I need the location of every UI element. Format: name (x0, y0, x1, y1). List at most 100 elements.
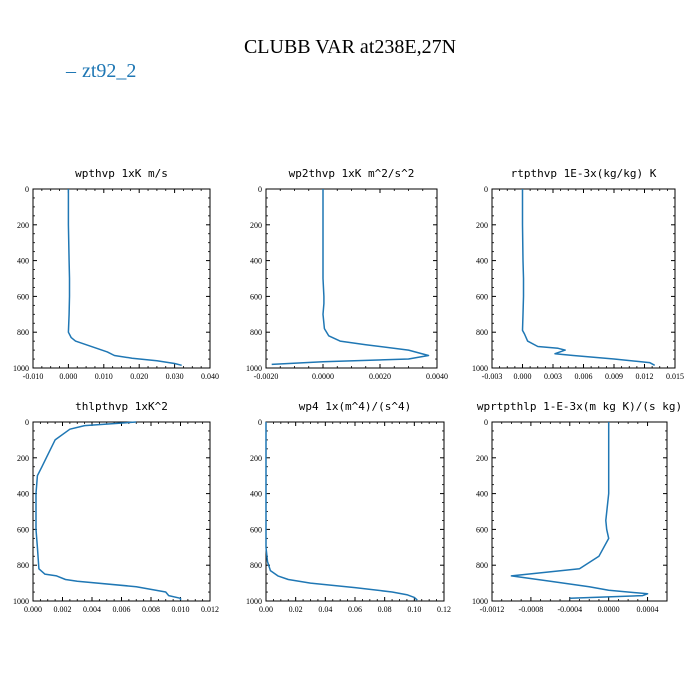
x-tick-label: 0.012 (636, 372, 654, 381)
chart-title: wprtpthlp 1-E-3x(m kg K)/(s kg) (477, 400, 682, 413)
x-tick-label: -0.010 (23, 372, 44, 381)
series-line-zt92_2 (510, 422, 649, 600)
y-tick-label: 200 (476, 454, 488, 463)
x-tick-label: 0.0000 (598, 605, 620, 614)
x-tick-label: 0.02 (289, 605, 303, 614)
y-tick-label: 400 (17, 257, 29, 266)
y-tick-label: 200 (17, 221, 29, 230)
x-tick-label: 0.04 (318, 605, 332, 614)
series-line-zt92_2 (35, 421, 182, 601)
x-tick-label: 0.000 (24, 605, 42, 614)
y-tick-label: 600 (250, 292, 262, 301)
legend-line-icon: – (66, 60, 76, 82)
chart-panel-1: wpthvp 1xK m/s -0.010 0.000 0.010 0.020 0.030… (13, 167, 219, 381)
x-tick-label: 0.10 (407, 605, 421, 614)
y-tick-label: 200 (250, 454, 262, 463)
y-tick-label: 600 (17, 525, 29, 534)
chart-title: thlpthvp 1xK^2 (75, 400, 168, 413)
x-tick-label: 0.009 (605, 372, 623, 381)
y-tick-label: 0 (484, 185, 488, 194)
x-tick-label: 0.020 (130, 372, 148, 381)
y-tick-label: 400 (17, 490, 29, 499)
y-tick-label: 800 (250, 561, 262, 570)
y-tick-label: 0 (484, 418, 488, 427)
x-tick-label: 0.030 (166, 372, 184, 381)
y-tick-label: 600 (476, 292, 488, 301)
series-line-zt92_2 (521, 189, 656, 366)
x-tick-label: -0.0012 (480, 605, 505, 614)
chart-panel-5: wp4 1x(m^4)/(s^4) 0.00 0.02 0.04 0.06 0.08 0.1… (246, 400, 451, 614)
y-tick-label: 400 (250, 257, 262, 266)
chart-panel-6: wprtpthlp 1-E-3x(m kg K)/(s kg) -0.0012 -0… (472, 400, 682, 614)
x-tick-label: 0.0000 (312, 372, 334, 381)
plot-frame (265, 421, 445, 602)
x-tick-label: 0.006 (575, 372, 593, 381)
x-tick-label: 0.008 (142, 605, 160, 614)
y-tick-label: 1000 (472, 364, 488, 373)
y-tick-label: 200 (476, 221, 488, 230)
y-tick-label: 800 (250, 328, 262, 337)
figure-title: CLUBB VAR at238E,27N (243, 36, 457, 58)
x-tick-label: -0.0008 (519, 605, 544, 614)
y-tick-label: 800 (17, 561, 29, 570)
chart-panel-4: thlpthvp 1xK^2 0.000 0.002 0.004 0.006 0.008 0… (13, 400, 219, 614)
y-tick-label: 0 (258, 185, 262, 194)
x-tick-label: 0.000 (514, 372, 532, 381)
plot-frame (491, 421, 668, 602)
legend: – zt92_2 (66, 60, 136, 83)
x-tick-label: 0.06 (348, 605, 362, 614)
x-tick-label: -0.0020 (254, 372, 279, 381)
x-tick-label: 0.010 (95, 372, 113, 381)
x-tick-label: -0.003 (482, 372, 503, 381)
y-tick-label: 400 (476, 490, 488, 499)
y-tick-label: 800 (476, 561, 488, 570)
x-tick-label: 0.012 (201, 605, 219, 614)
y-tick-label: 1000 (246, 364, 262, 373)
series-line-zt92_2 (271, 189, 430, 366)
x-tick-label: 0.004 (83, 605, 101, 614)
y-tick-label: 600 (250, 525, 262, 534)
x-tick-label: 0.010 (172, 605, 190, 614)
plot-frame (265, 188, 438, 369)
y-tick-label: 1000 (472, 597, 488, 606)
x-tick-label: 0.040 (201, 372, 219, 381)
y-tick-label: 0 (25, 185, 29, 194)
plot-frame (32, 188, 211, 369)
y-tick-label: 1000 (13, 364, 29, 373)
y-tick-label: 600 (17, 292, 29, 301)
y-tick-label: 0 (25, 418, 29, 427)
y-tick-label: 600 (476, 525, 488, 534)
legend-label: zt92_2 (82, 60, 137, 82)
chart-panel-3: rtpthvp 1E-3x(kg/kg) K -0.003 0.000 0.003 0.… (472, 167, 684, 381)
plot-frame (32, 421, 211, 602)
y-tick-label: 800 (17, 328, 29, 337)
x-tick-label: 0.0004 (637, 605, 659, 614)
y-tick-label: 1000 (13, 597, 29, 606)
x-tick-label: 0.000 (59, 372, 77, 381)
y-tick-label: 0 (258, 418, 262, 427)
x-tick-label: 0.12 (437, 605, 451, 614)
x-tick-label: 0.00 (259, 605, 273, 614)
x-tick-label: 0.08 (378, 605, 392, 614)
chart-title: wp4 1x(m^4)/(s^4) (299, 400, 412, 413)
y-tick-label: 400 (250, 490, 262, 499)
y-tick-label: 400 (476, 257, 488, 266)
x-tick-label: 0.0040 (426, 372, 448, 381)
chart-panel-2: wp2thvp 1xK m^2/s^2 -0.0020 0.0000 0.0020 0.… (246, 167, 448, 381)
y-tick-label: 200 (250, 221, 262, 230)
chart-title: rtpthvp 1E-3x(kg/kg) K (511, 167, 657, 180)
y-tick-label: 1000 (246, 597, 262, 606)
x-tick-label: 0.002 (54, 605, 72, 614)
x-tick-label: 0.006 (113, 605, 131, 614)
chart-title: wp2thvp 1xK m^2/s^2 (289, 167, 415, 180)
x-tick-label: 0.0020 (369, 372, 391, 381)
x-tick-label: 0.015 (666, 372, 684, 381)
y-tick-label: 800 (476, 328, 488, 337)
x-tick-label: 0.003 (544, 372, 562, 381)
series-line-zt92_2 (265, 422, 418, 601)
plot-frame (491, 188, 676, 369)
x-tick-label: -0.0004 (557, 605, 582, 614)
chart-title: wpthvp 1xK m/s (75, 167, 168, 180)
y-tick-label: 200 (17, 454, 29, 463)
